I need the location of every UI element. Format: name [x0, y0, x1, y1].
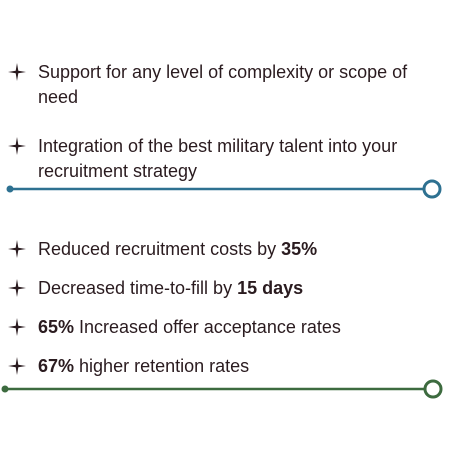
list-item: Reduced recruitment costs by 35%	[0, 237, 410, 262]
item-text: Increased offer acceptance rates	[74, 317, 341, 337]
bullet-star	[8, 240, 26, 258]
bullet-star	[8, 318, 26, 336]
list-item: 67% higher retention rates	[0, 354, 410, 379]
highlight-text: 67%	[38, 356, 75, 376]
item-text: Decreased time-to-fill by	[38, 278, 238, 298]
list-item: Decreased time-to-fill by 15 days	[0, 276, 410, 301]
star-shape	[8, 63, 26, 81]
item-text: Integration of the best military talent …	[38, 136, 398, 181]
item-text: Support for any level of complexity or s…	[38, 62, 408, 107]
highlight-text: 65%	[38, 317, 75, 337]
highlight-text: 15 days	[237, 278, 304, 298]
list-item: Support for any level of complexity or s…	[0, 60, 410, 110]
item-text: higher retention rates	[74, 356, 250, 376]
bullet-star	[8, 63, 26, 81]
benefit-list: Support for any level of complexity or s…	[0, 60, 450, 208]
star-shape	[8, 279, 26, 297]
bullet-star	[8, 357, 26, 375]
results-list: Reduced recruitment costs by 35% Decrease…	[0, 237, 450, 393]
star-shape	[8, 318, 26, 336]
bullet-star	[8, 137, 26, 155]
bullet-star	[8, 279, 26, 297]
divider	[6, 179, 442, 199]
star-shape	[8, 357, 26, 375]
highlight-text: 35%	[281, 239, 318, 259]
star-shape	[8, 240, 26, 258]
item-text: Reduced recruitment costs by	[38, 239, 282, 259]
divider	[1, 379, 443, 399]
list-item: Integration of the best military talent …	[0, 134, 410, 184]
star-shape	[8, 137, 26, 155]
list-item: 65% Increased offer acceptance rates	[0, 315, 410, 340]
